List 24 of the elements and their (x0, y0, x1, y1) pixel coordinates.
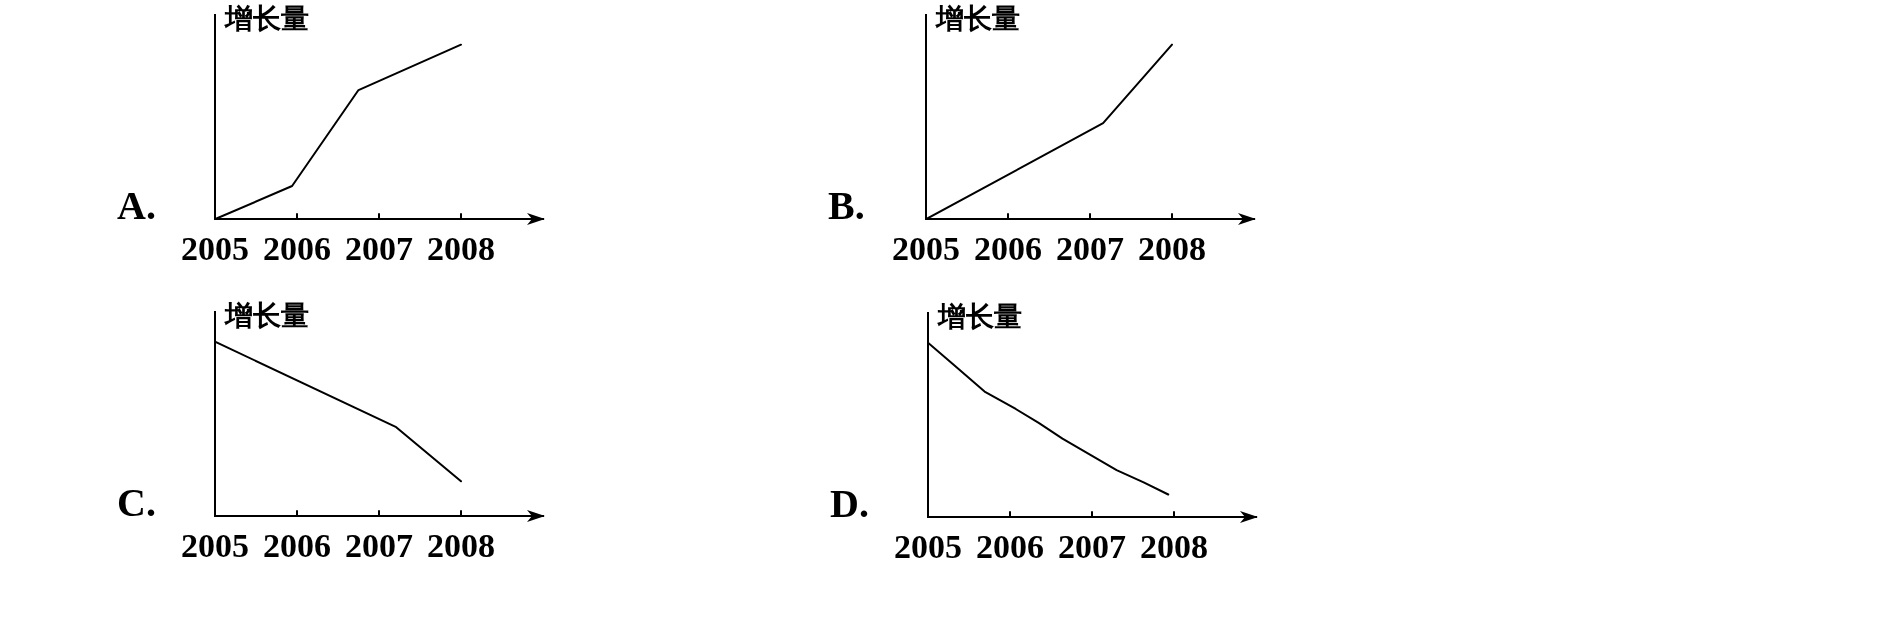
text: A. (117, 183, 156, 229)
x-tick-label: 2008 (427, 230, 495, 268)
text: B. (828, 183, 865, 229)
x-tick-label: 2005 (181, 527, 249, 565)
x-tick-label: 2007 (345, 230, 413, 268)
x-tick-label: 2007 (345, 527, 413, 565)
x-tick-label: 2007 (1058, 528, 1126, 566)
x-tick-label: 2005 (894, 528, 962, 566)
x-tick-label: 2006 (976, 528, 1044, 566)
x-tick-label: 2008 (1138, 230, 1206, 268)
x-tick-label: 2007 (1056, 230, 1124, 268)
x-tick-label: 2006 (974, 230, 1042, 268)
y-axis-title: 增长量 (934, 2, 1020, 36)
x-tick-label: 2005 (181, 230, 249, 268)
y-axis-title: 增长量 (936, 300, 1022, 334)
text: D. (830, 481, 869, 527)
x-tick-label: 2008 (427, 527, 495, 565)
y-axis-title: 增长量 (223, 2, 309, 36)
y-axis-title: 增长量 (223, 299, 309, 333)
x-tick-label: 2006 (263, 527, 331, 565)
text: C. (117, 480, 156, 526)
x-tick-label: 2008 (1140, 528, 1208, 566)
x-tick-label: 2006 (263, 230, 331, 268)
x-tick-label: 2005 (892, 230, 960, 268)
